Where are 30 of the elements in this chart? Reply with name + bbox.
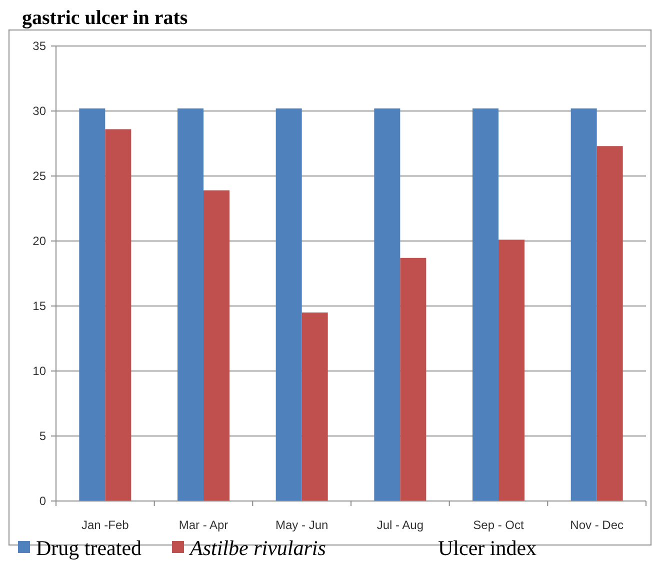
- x-tick-label: Jan -Feb: [81, 518, 130, 532]
- bar: [178, 108, 204, 501]
- y-tick-label: 20: [32, 234, 46, 248]
- legend-label: Astilbe rivularis: [188, 536, 326, 560]
- y-tick-label: 15: [32, 299, 46, 314]
- x-tick-label: Mar - Apr: [178, 518, 228, 532]
- chart-title: gastric ulcer in rats: [22, 7, 188, 29]
- bar: [204, 190, 230, 501]
- x-tick-label: Jul - Aug: [376, 518, 424, 532]
- x-tick-label: Nov - Dec: [570, 518, 624, 532]
- bar: [374, 108, 400, 501]
- x-tick-label: Sep - Oct: [473, 518, 525, 532]
- y-tick-label: 25: [32, 169, 46, 184]
- bar: [105, 129, 132, 501]
- y-tick-label: 30: [32, 104, 46, 118]
- x-tick-label: May - Jun: [275, 518, 328, 532]
- y-tick-label: 35: [32, 39, 46, 54]
- bar: [498, 240, 524, 501]
- bar: [400, 258, 426, 501]
- y-tick-label: 0: [39, 494, 46, 508]
- legend-label: Drug treated: [36, 536, 142, 560]
- bar: [472, 108, 498, 501]
- bar: [570, 108, 597, 501]
- y-tick-label: 5: [39, 429, 46, 444]
- bar: [79, 108, 106, 501]
- bar: [596, 146, 623, 501]
- bar: [302, 312, 328, 501]
- text: Ulcer index: [438, 536, 538, 560]
- y-tick-label: 10: [32, 364, 46, 378]
- bar: [276, 108, 302, 501]
